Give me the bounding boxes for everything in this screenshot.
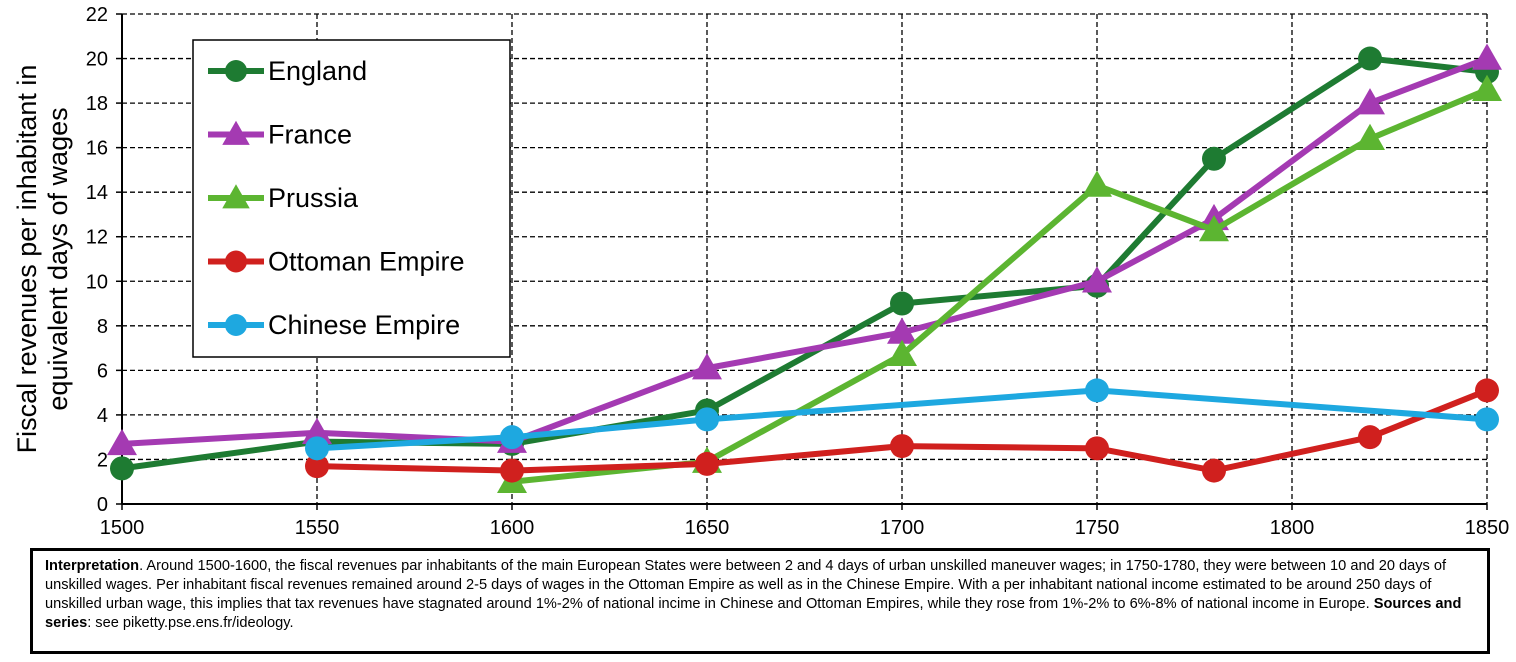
data-point-marker [887,339,917,367]
legend-label: England [268,56,367,86]
legend-item: France [208,120,352,150]
legend-label: France [268,120,352,150]
legend-item: Chinese Empire [208,310,460,340]
data-point-marker [225,60,247,82]
y-axis-label: Fiscal revenues per inhabitant in equival… [12,65,73,454]
data-point-marker [1472,43,1502,70]
sources-text: : see piketty.pse.ens.fr/ideology. [87,615,294,631]
interpretation-label: Interpretation [45,558,140,574]
series-chinese-empire [305,378,1499,461]
legend: England France Prussia Ottoman Empire Chines… [192,39,511,358]
y-tick-label: 6 [97,360,108,382]
x-tick-label: 1550 [295,517,340,539]
legend-item: Prussia [208,183,359,213]
x-tick-label: 1850 [1465,517,1510,539]
x-tick-label: 1750 [1075,517,1120,539]
series-line [316,387,1489,474]
y-tick-label: 20 [86,49,108,71]
data-point-marker [305,436,329,461]
data-point-marker [1202,146,1226,171]
data-point-marker [1202,458,1226,483]
data-point-marker [107,428,137,456]
data-point-marker [1472,74,1502,101]
y-tick-label: 10 [86,271,108,293]
y-tick-label: 0 [97,494,108,516]
data-point-marker [1355,123,1385,150]
x-tick-label: 1500 [100,517,145,539]
data-point-marker [1358,46,1382,71]
data-point-marker [695,407,719,432]
data-point-marker [1085,378,1109,403]
interpretation-text: . Around 1500-1600, the fiscal revenues … [45,558,1447,612]
interpretation-note: Interpretation. Around 1500-1600, the fi… [30,548,1490,654]
y-tick-label: 8 [97,316,108,338]
y-axis-label-line: Fiscal revenues per inhabitant in [12,65,42,454]
y-tick-label: 16 [86,138,108,160]
y-tick-label: 14 [86,182,108,204]
series-prussia [497,74,1502,493]
x-tick-label: 1600 [490,517,535,539]
x-tick-label: 1650 [685,517,730,539]
data-point-marker [1475,407,1499,432]
data-point-marker [890,434,914,459]
data-point-marker [500,458,524,483]
data-point-marker [500,425,524,450]
legend-label: Prussia [268,183,359,213]
data-point-marker [222,120,250,145]
data-point-marker [302,417,332,444]
y-tick-label: 12 [86,227,108,249]
data-point-marker [1355,88,1385,115]
axes: 0 2 4 6 8 10 12 14 16 18 20 22 1500 1550 1600 1650 1700 1… [86,4,1510,539]
data-point-marker [692,353,722,380]
series-lines [107,43,1502,493]
y-tick-label: 18 [86,93,108,115]
data-point-marker [110,456,134,481]
data-point-marker [1082,266,1112,293]
x-tick-label: 1700 [880,517,925,539]
y-axis-label-line: equivalent days of wages [43,107,73,410]
legend-label: Chinese Empire [268,310,460,340]
series-france [107,43,1502,456]
sources-label: Sources and series [45,596,1462,631]
y-tick-label: 4 [97,405,108,427]
line-chart: 0 2 4 6 8 10 12 14 16 18 20 22 1500 1550 1600 1650 1700 1… [12,4,1510,539]
data-point-marker [305,454,329,479]
data-point-marker [225,250,247,273]
data-point-marker [1082,170,1112,197]
data-point-marker [890,291,914,316]
data-point-marker [695,451,719,476]
data-point-marker [225,314,247,336]
y-tick-label: 2 [97,449,108,471]
series-ottoman-empire [305,378,1499,483]
legend-item: Ottoman Empire [208,247,465,277]
data-point-marker [887,317,917,344]
legend-label: Ottoman Empire [268,247,465,277]
y-tick-label: 22 [86,4,108,26]
data-point-marker [1358,425,1382,450]
data-point-marker [1475,378,1499,403]
data-point-marker [1199,215,1229,242]
legend-item: England [208,56,367,86]
data-point-marker [222,184,250,209]
data-point-marker [1085,436,1109,461]
x-tick-label: 1800 [1270,517,1315,539]
